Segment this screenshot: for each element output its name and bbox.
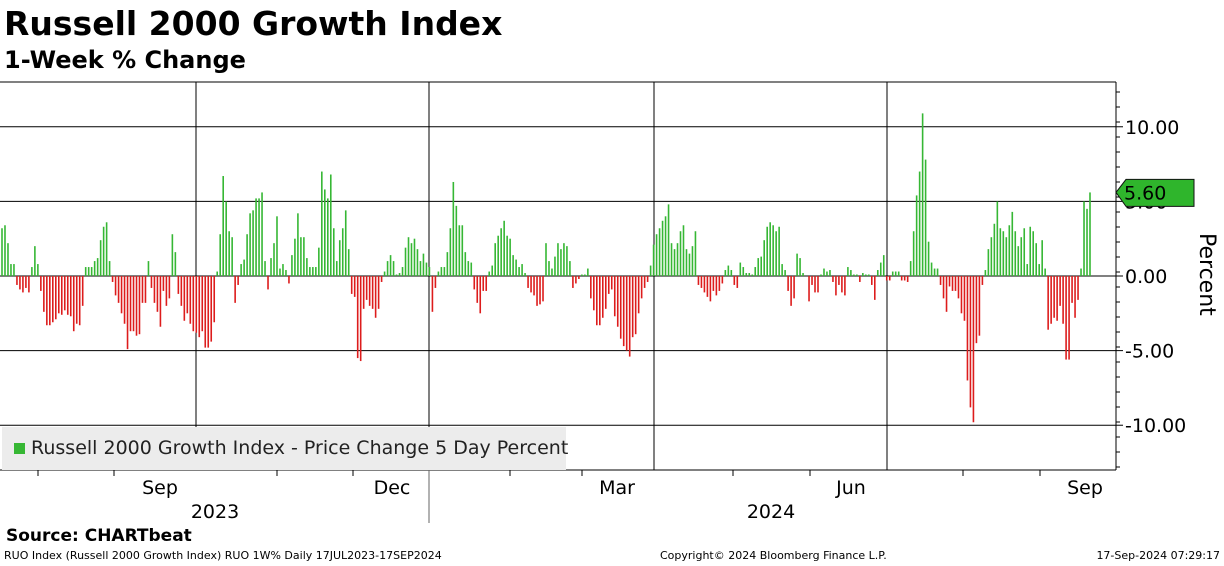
source-note: Source: CHARTbeat	[6, 526, 192, 546]
x-tick-label-1: Dec	[374, 477, 411, 499]
chart-subtitle: 1-Week % Change	[4, 46, 246, 74]
x-tick-label-4: Sep	[1067, 477, 1103, 499]
y-tick-label-0: 10.00	[1125, 117, 1179, 139]
x-tick-label-0: Sep	[142, 477, 178, 499]
chart-svg: 10.005.000.00-5.00-10.00 SepDecMarJunSep…	[0, 81, 1219, 523]
last-value-marker: 5.60	[1115, 178, 1195, 207]
x-tick-label-2: Mar	[599, 477, 635, 499]
y-tick-label-4: -10.00	[1125, 415, 1186, 437]
y-tick-label-2: 0.00	[1125, 266, 1167, 288]
legend-swatch	[14, 443, 25, 454]
y-axis-label: Percent	[1194, 233, 1219, 316]
last-value-tag	[1115, 178, 1195, 207]
year-label-1: 2024	[747, 501, 795, 523]
legend: Russell 2000 Growth Index - Price Change…	[2, 427, 569, 470]
x-axis-ticks: Sep Dec Mar Jun Sep 2023 2024	[37, 470, 1103, 523]
y-tick-label-3: -5.00	[1125, 341, 1174, 363]
bar-series	[1, 113, 1091, 423]
footer-copyright: Copyright© 2024 Bloomberg Finance L.P.	[660, 549, 887, 562]
year-label-0: 2023	[191, 501, 239, 523]
legend-label: Russell 2000 Growth Index - Price Change…	[31, 437, 569, 459]
footer-series-info: RUO Index (Russell 2000 Growth Index) RU…	[4, 549, 442, 562]
footer-timestamp: 17-Sep-2024 07:29:17	[1096, 549, 1220, 562]
chart-title: Russell 2000 Growth Index	[4, 4, 503, 43]
y-axis-ticks: 10.005.000.00-5.00-10.00	[1116, 91, 1186, 468]
last-value-label: 5.60	[1124, 182, 1166, 204]
x-tick-label-3: Jun	[835, 477, 866, 499]
